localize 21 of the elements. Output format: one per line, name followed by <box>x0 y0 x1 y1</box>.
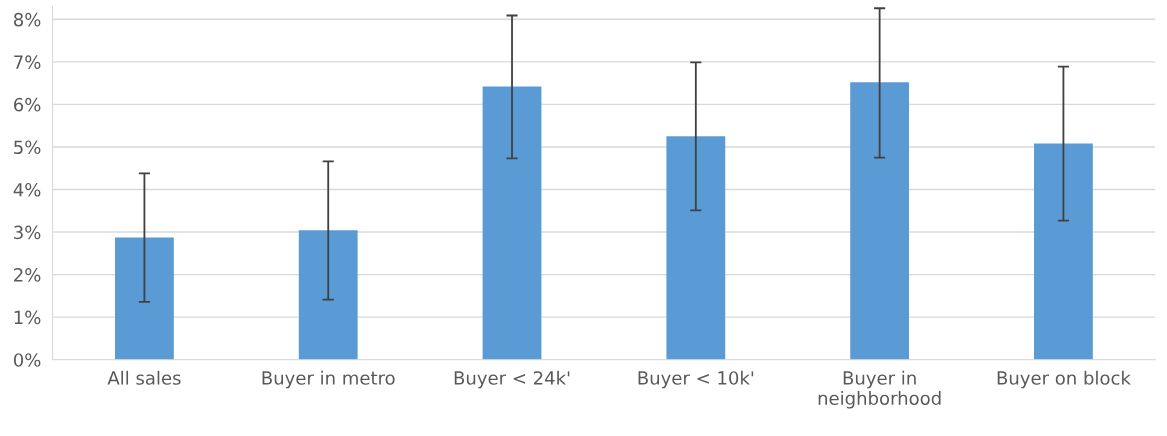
y-tick-label: 4% <box>13 182 41 197</box>
y-tick-label: 7% <box>14 55 41 69</box>
bar <box>666 136 726 360</box>
y-tick-label: 6% <box>14 97 41 112</box>
x-tick-label: Buyer < 10k' <box>638 370 754 389</box>
y-tick-label: 1% <box>14 310 41 325</box>
y-tick-label: 3% <box>14 225 41 240</box>
bar <box>850 82 910 360</box>
y-tick-label: 0% <box>13 353 41 367</box>
bar <box>482 86 542 360</box>
y-tick-label: 8% <box>13 12 41 27</box>
x-tick-label: Buyer < 24k' <box>454 370 570 389</box>
bar <box>298 230 358 360</box>
bar <box>1034 143 1093 360</box>
x-tick-label: Buyer in neighborhood <box>818 370 941 409</box>
y-tick-label: 2% <box>14 268 41 282</box>
bar <box>115 237 174 360</box>
x-tick-label: Buyer on block <box>997 370 1131 389</box>
x-tick-label: All sales <box>107 370 181 385</box>
x-tick-label: Buyer in metro <box>262 370 395 389</box>
y-tick-label: 5% <box>14 140 41 155</box>
